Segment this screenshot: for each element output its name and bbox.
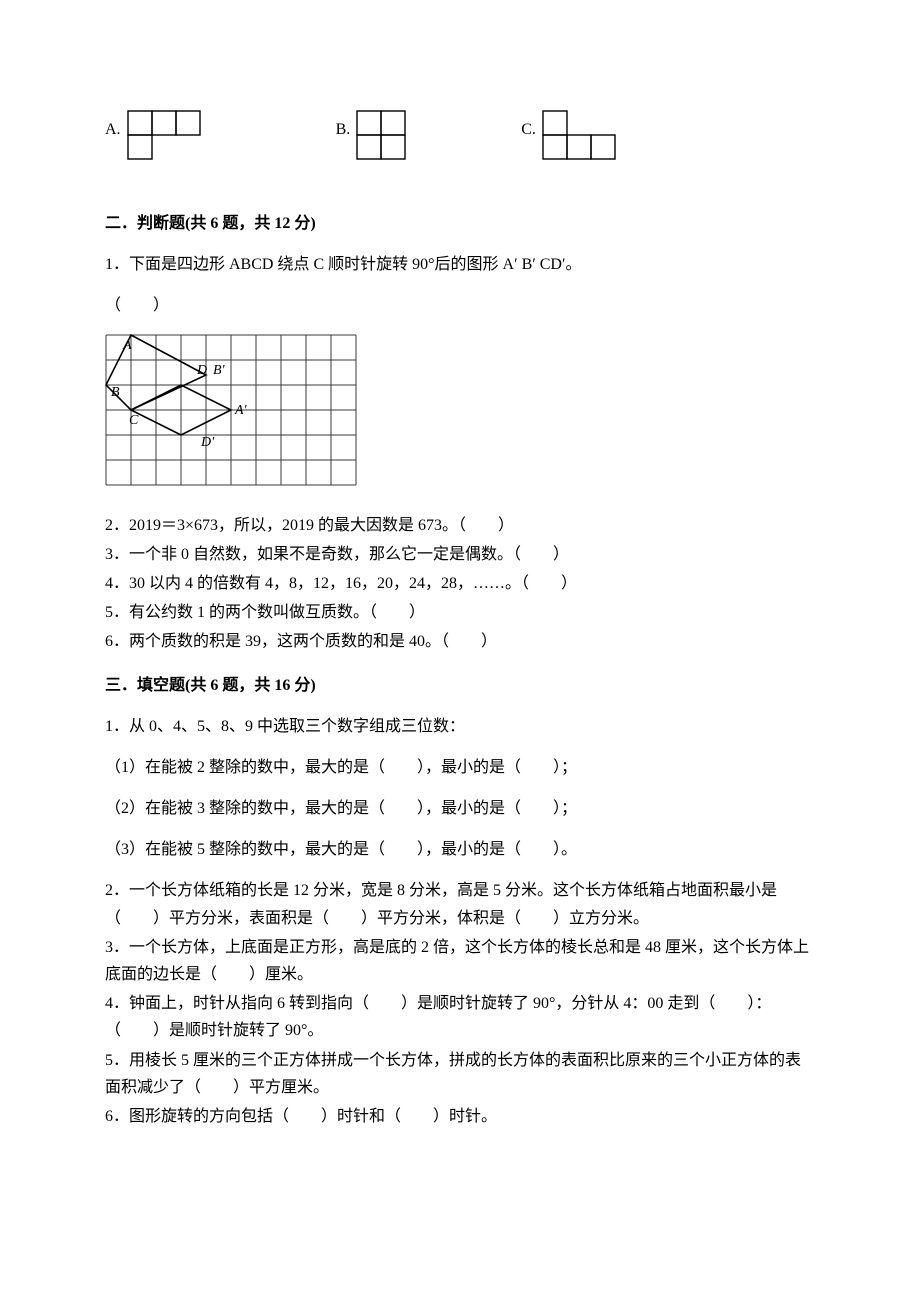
s3-q1-2: （2）在能被 3 整除的数中，最大的是（ ），最小的是（ ）； xyxy=(105,795,815,822)
s2-q6: 6．两个质数的积是 39，这两个质数的和是 40。（ ） xyxy=(105,628,815,655)
s3-q1-intro: 1．从 0、4、5、8、9 中选取三个数字组成三位数： xyxy=(105,713,815,740)
s3-q6: 6．图形旋转的方向包括（ ）时针和（ ）时针。 xyxy=(105,1103,815,1130)
s2-q1-blank: （ ） xyxy=(105,292,815,319)
s2-q2: 2．2019＝3×673，所以，2019 的最大因数是 673。（ ） xyxy=(105,512,815,539)
option-b-shape xyxy=(356,110,406,160)
s2-q3: 3．一个非 0 自然数，如果不是奇数，那么它一定是偶数。（ ） xyxy=(105,541,815,568)
s2-q4: 4．30 以内 4 的倍数有 4，8，12，16，20，24，28，……。（ ） xyxy=(105,570,815,597)
option-b-label: B. xyxy=(336,116,351,143)
section3-title: 三．填空题(共 6 题，共 16 分) xyxy=(105,672,815,699)
option-a-label: A. xyxy=(105,116,121,143)
s3-q4: 4．钟面上，时针从指向 6 转到指向（ ）是顺时针旋转了 90°，分针从 4：0… xyxy=(105,990,815,1044)
options-row: A. B. C. xyxy=(105,110,815,160)
s3-q2: 2．一个长方体纸箱的长是 12 分米，宽是 8 分米，高是 5 分米。这个长方体… xyxy=(105,877,815,931)
svg-text:C: C xyxy=(129,413,139,428)
svg-text:B': B' xyxy=(213,363,226,378)
option-c-shape xyxy=(542,110,616,160)
s3-q5: 5．用棱长 5 厘米的三个正方体拼成一个长方体，拼成的长方体的表面积比原来的三个… xyxy=(105,1047,815,1101)
option-c-label: C. xyxy=(521,116,536,143)
svg-text:D: D xyxy=(196,363,207,378)
option-a: A. xyxy=(105,110,201,160)
s3-q3: 3．一个长方体，上底面是正方形，高是底的 2 倍，这个长方体的棱长总和是 48 … xyxy=(105,934,815,988)
s3-q1-1: （1）在能被 2 整除的数中，最大的是（ ），最小的是（ ）； xyxy=(105,754,815,781)
option-b: B. xyxy=(336,110,407,160)
svg-text:A': A' xyxy=(234,403,248,418)
s2-q1-text: 1．下面是四边形 ABCD 绕点 C 顺时针旋转 90°后的图形 A′ B′ C… xyxy=(105,251,815,278)
option-a-shape xyxy=(127,110,201,160)
grid-figure: A B C D B' A' D' xyxy=(105,334,815,486)
s3-q1-3: （3）在能被 5 整除的数中，最大的是（ ），最小的是（ ）。 xyxy=(105,836,815,863)
svg-text:D': D' xyxy=(200,435,215,450)
svg-text:A: A xyxy=(122,338,132,353)
option-c: C. xyxy=(521,110,616,160)
section2-title: 二．判断题(共 6 题，共 12 分) xyxy=(105,210,815,237)
svg-text:B: B xyxy=(111,385,120,400)
s2-q5: 5．有公约数 1 的两个数叫做互质数。（ ） xyxy=(105,599,815,626)
